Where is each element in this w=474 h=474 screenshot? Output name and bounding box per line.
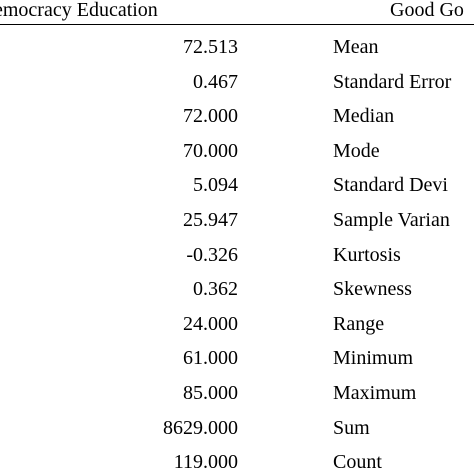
table-row: 61.000 Minimum xyxy=(0,341,474,376)
row-value: 119.000 xyxy=(173,451,238,474)
row-label: Minimum xyxy=(333,347,414,370)
row-label: Skewness xyxy=(333,278,412,301)
row-label: Mode xyxy=(333,139,380,162)
table-row: 25.947 Sample Varian xyxy=(0,203,474,238)
row-value: 24.000 xyxy=(183,312,238,335)
table-row: 24.000 Range xyxy=(0,307,474,342)
row-label: Kurtosis xyxy=(333,243,401,266)
table-row: 5.094 Standard Devi xyxy=(0,168,474,203)
table-row: 0.467 Standard Error xyxy=(0,65,474,100)
header-rule xyxy=(0,24,474,25)
row-label: Median xyxy=(333,105,395,128)
row-value: 0.362 xyxy=(193,278,238,301)
row-label: Sample Varian xyxy=(333,208,450,231)
row-value: 85.000 xyxy=(183,381,238,404)
column-header-good-governance: Good Go xyxy=(390,0,464,21)
column-header-democracy-education: emocracy Education xyxy=(0,0,158,21)
table-row: 72.000 Median xyxy=(0,99,474,134)
table-row: -0.326 Kurtosis xyxy=(0,238,474,273)
table-row: 85.000 Maximum xyxy=(0,376,474,411)
row-label: Standard Error xyxy=(333,70,452,93)
row-label: Range xyxy=(333,312,385,335)
table-header: emocracy Education Good Go xyxy=(0,0,474,24)
table-body: 72.513 Mean 0.467 Standard Error 72.000 … xyxy=(0,30,474,474)
table-row: 8629.000 Sum xyxy=(0,411,474,446)
row-value: 72.513 xyxy=(183,36,238,58)
row-label: Mean xyxy=(333,36,379,58)
row-value: 72.000 xyxy=(183,105,238,128)
row-value: 5.094 xyxy=(193,174,238,197)
table-row: 0.362 Skewness xyxy=(0,272,474,307)
table-row: 70.000 Mode xyxy=(0,134,474,169)
row-label: Maximum xyxy=(333,381,417,404)
table-row: 119.000 Count xyxy=(0,445,474,474)
row-label: Standard Devi xyxy=(333,174,448,197)
row-value: -0.326 xyxy=(186,243,238,266)
row-value: 70.000 xyxy=(183,139,238,162)
row-value: 25.947 xyxy=(183,208,238,231)
table-row: 72.513 Mean xyxy=(0,30,474,65)
row-label: Count xyxy=(333,451,382,474)
row-value: 8629.000 xyxy=(163,416,238,439)
row-value: 61.000 xyxy=(183,347,238,370)
row-label: Sum xyxy=(333,416,370,439)
row-value: 0.467 xyxy=(193,70,238,93)
